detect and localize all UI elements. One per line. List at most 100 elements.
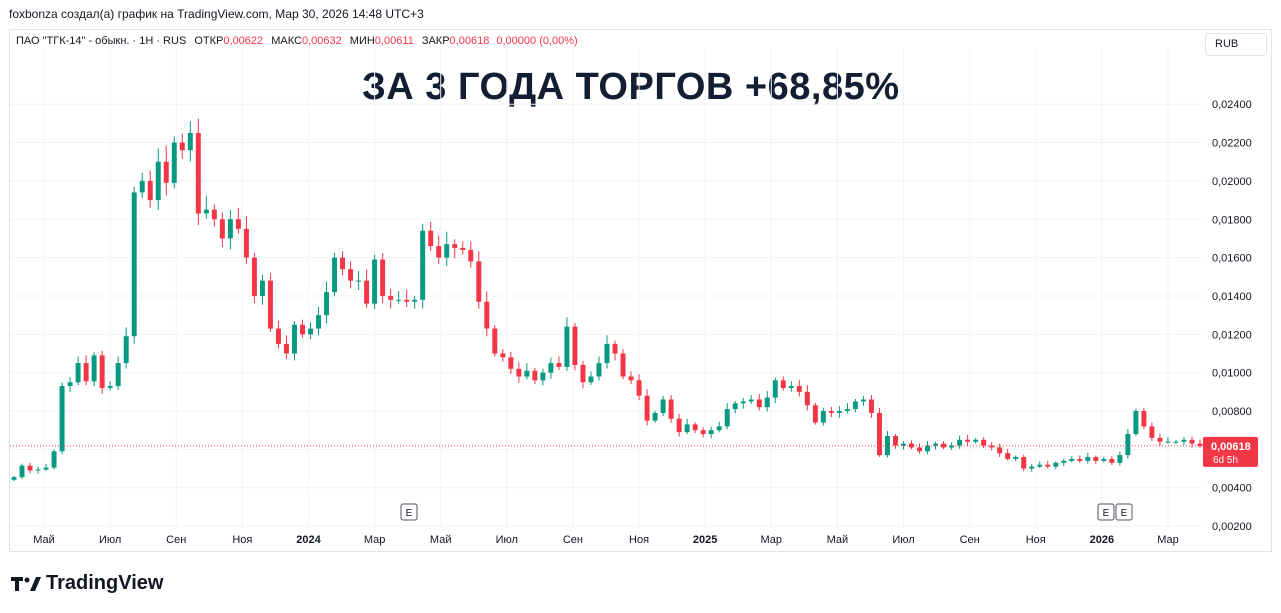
- candle-body: [957, 439, 963, 446]
- candle-body: [604, 343, 610, 364]
- chart-credit: foxbonza создал(а) график на TradingView…: [9, 7, 424, 21]
- candle-body: [11, 477, 17, 480]
- candle-body: [324, 292, 330, 316]
- candle-body: [340, 257, 346, 270]
- low-value: 0,00611: [374, 35, 414, 47]
- candle-body: [1173, 441, 1179, 443]
- candle-body: [107, 386, 113, 389]
- candle-body: [708, 430, 714, 435]
- candle-body: [620, 353, 626, 377]
- candle-body: [332, 257, 338, 293]
- candle-body: [1133, 411, 1139, 435]
- candle-body: [91, 355, 97, 382]
- candle-body: [1037, 464, 1043, 467]
- candle-body: [684, 424, 690, 433]
- candle-body: [772, 380, 778, 398]
- earnings-marker-label: E: [1121, 508, 1128, 519]
- candle-body: [380, 259, 386, 296]
- candle-body: [468, 249, 474, 262]
- candle-body: [500, 353, 506, 358]
- candle-body: [227, 219, 233, 239]
- candle-body: [1013, 457, 1019, 459]
- candle-body: [428, 230, 434, 247]
- candle-body: [796, 386, 802, 392]
- candle-body: [139, 180, 145, 193]
- candle-body: [524, 370, 530, 377]
- symbol-label[interactable]: ПАО "ТГК-14" - обыкн. · 1Н · RUS: [16, 35, 187, 47]
- candle-body: [724, 409, 730, 427]
- last-price-badge: [1203, 436, 1258, 467]
- candle-body: [348, 269, 354, 281]
- candle-body: [67, 382, 73, 387]
- candle-body: [43, 467, 49, 470]
- candlestick-chart[interactable]: 0,02400 0,02200 0,02000 0,01800 0,01600 0,014…: [0, 0, 1281, 560]
- candle-body: [748, 399, 754, 402]
- candle-body: [828, 411, 834, 413]
- candle-body: [484, 301, 490, 329]
- candle-body: [275, 328, 281, 344]
- candle-body: [588, 376, 594, 383]
- ohlc-legend: ПАО "ТГК-14" - обыкн. · 1Н · RUS ОТКР0,0…: [16, 35, 578, 47]
- candle-body: [171, 142, 177, 183]
- candle-body: [780, 380, 786, 389]
- candle-body: [19, 465, 25, 478]
- candle-body: [933, 443, 939, 446]
- candle-body: [981, 439, 987, 446]
- tradingview-logo[interactable]: TradingView: [11, 572, 163, 595]
- candle-body: [115, 363, 121, 387]
- candle-body: [404, 299, 410, 302]
- y-tick-label: 0,00200: [1212, 521, 1252, 533]
- x-tick-label: 2025: [693, 534, 717, 546]
- candle-body: [572, 326, 578, 365]
- candle-body: [211, 209, 217, 220]
- candle-body: [508, 357, 514, 369]
- candle-body: [660, 399, 666, 413]
- candle-body: [596, 363, 602, 377]
- tradingview-logo-icon: [11, 576, 41, 591]
- high-label: МАКС: [271, 35, 302, 47]
- earnings-marker[interactable]: [1115, 503, 1133, 521]
- x-tick-label: Июл: [496, 534, 518, 546]
- candle-body: [1149, 426, 1155, 438]
- earnings-marker[interactable]: [400, 503, 418, 521]
- x-tick-label: Ноя: [1026, 534, 1046, 546]
- candle-body: [131, 192, 137, 337]
- earnings-marker[interactable]: [1097, 503, 1115, 521]
- candle-body: [300, 324, 305, 335]
- x-tick-label: Июл: [892, 534, 914, 546]
- candle-body: [756, 399, 762, 408]
- candle-body: [909, 443, 914, 448]
- candle-body: [612, 343, 618, 354]
- candle-body: [388, 295, 394, 300]
- chart-headline: ЗА 3 ГОДА ТОРГОВ +68,85%: [362, 66, 900, 108]
- currency-button[interactable]: RUB: [1205, 33, 1267, 56]
- candle-body: [1069, 458, 1075, 461]
- x-tick-label: Мар: [1157, 534, 1179, 546]
- candle-body: [308, 328, 313, 335]
- candle-body: [556, 363, 562, 367]
- candle-body: [356, 280, 362, 282]
- candle-body: [1005, 453, 1011, 459]
- earnings-marker-label: E: [1103, 508, 1110, 519]
- candle-body: [187, 132, 193, 151]
- candle-body: [364, 280, 370, 304]
- candle-body: [852, 401, 858, 410]
- candle-body: [1157, 437, 1163, 442]
- candle-body: [492, 328, 498, 354]
- candle-body: [1045, 464, 1051, 467]
- candle-body: [949, 445, 955, 448]
- close-value: 0,00618: [449, 35, 490, 47]
- candle-body: [1029, 466, 1035, 469]
- candle-body: [812, 405, 818, 423]
- countdown-label: 6d 5h: [1213, 455, 1238, 466]
- candle-body: [901, 443, 906, 446]
- candle-body: [147, 180, 153, 201]
- candle-body: [548, 363, 554, 373]
- candle-body: [893, 435, 898, 446]
- candle-body: [732, 403, 738, 410]
- candle-body: [219, 219, 225, 239]
- candle-body: [1093, 457, 1099, 461]
- candle-body: [925, 445, 931, 452]
- x-tick-label: Май: [33, 534, 55, 546]
- x-tick-label: Сен: [563, 534, 583, 546]
